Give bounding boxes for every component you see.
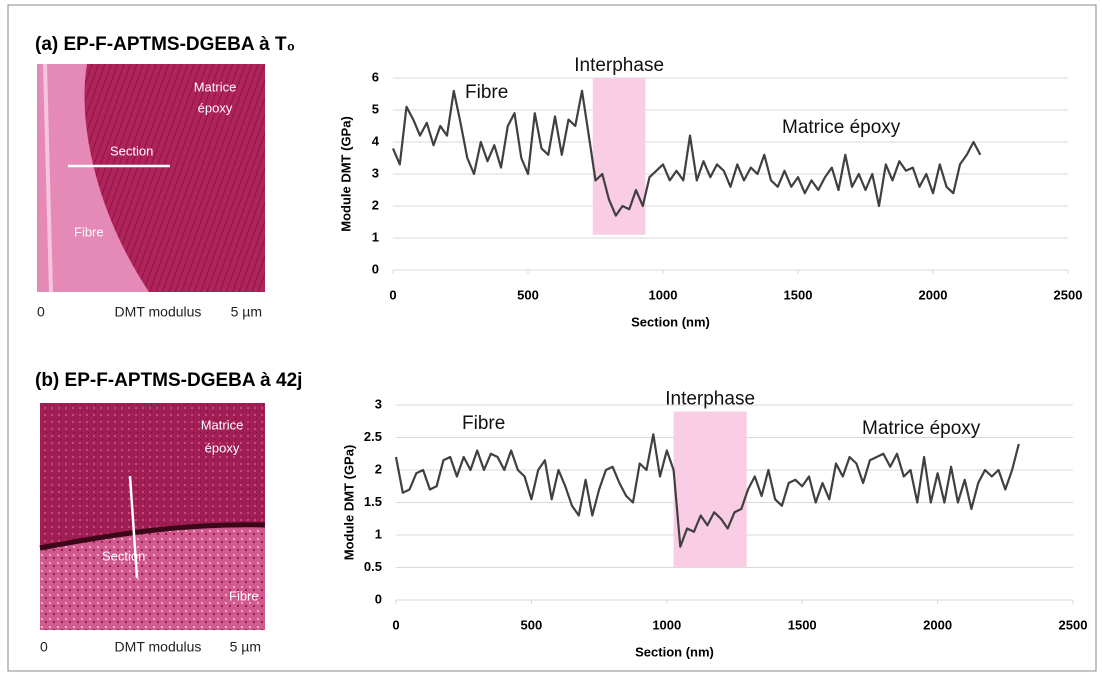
scale-label: 0 <box>37 304 45 320</box>
y-axis-title: Module DMT (GPa) <box>341 445 356 561</box>
image-label: Section <box>102 548 145 563</box>
image-label: époxy <box>198 100 233 115</box>
y-tick-label: 1.5 <box>364 494 382 509</box>
image-label: Section <box>110 143 153 158</box>
interphase-band <box>592 78 646 235</box>
y-tick-label: 2.5 <box>364 429 382 444</box>
annotation: Fibre <box>465 82 508 103</box>
x-tick-label: 0 <box>389 287 396 302</box>
y-tick-label: 5 <box>372 101 379 116</box>
y-tick-label: 0 <box>372 261 379 276</box>
y-tick-label: 6 <box>372 69 379 84</box>
scale-label: 0 <box>40 639 48 655</box>
image-label: époxy <box>205 440 240 455</box>
y-tick-label: 3 <box>375 396 382 411</box>
y-tick-label: 0 <box>375 591 382 606</box>
interphase-band <box>673 411 747 568</box>
image-label: Fibre <box>74 224 104 239</box>
x-tick-label: 1000 <box>652 617 681 632</box>
x-tick-label: 500 <box>521 617 543 632</box>
annotation: Fibre <box>462 413 505 434</box>
interphase-label: Interphase <box>665 389 755 410</box>
x-axis-title: Section (nm) <box>631 314 710 329</box>
x-tick-label: 0 <box>392 617 399 632</box>
x-tick-label: 2500 <box>1059 617 1088 632</box>
scale-label: DMT modulus <box>115 639 202 655</box>
x-tick-label: 1500 <box>788 617 817 632</box>
section-line <box>128 475 139 579</box>
annotation: Matrice époxy <box>862 418 981 439</box>
x-tick-label: 1000 <box>649 287 678 302</box>
afm-edge <box>43 63 53 293</box>
image-label: Fibre <box>229 588 259 603</box>
y-tick-label: 0.5 <box>364 559 382 574</box>
y-tick-label: 1 <box>372 229 379 244</box>
scale-label: DMT modulus <box>115 304 202 320</box>
x-tick-label: 1500 <box>784 287 813 302</box>
y-tick-label: 3 <box>372 165 379 180</box>
x-tick-label: 2000 <box>919 287 948 302</box>
image-label: Matrice <box>201 417 244 432</box>
panel-title: (a) EP-F-APTMS-DGEBA à T₀ <box>35 34 295 55</box>
data-line <box>394 433 1020 548</box>
annotation: Matrice époxy <box>782 117 901 138</box>
data-line <box>391 89 982 217</box>
afm-fibre <box>37 64 149 292</box>
y-tick-label: 2 <box>372 197 379 212</box>
afm-fibre <box>40 524 265 630</box>
x-axis-title: Section (nm) <box>635 644 714 659</box>
x-tick-label: 500 <box>517 287 539 302</box>
y-tick-label: 2 <box>375 461 382 476</box>
image-label: Matrice <box>194 79 237 94</box>
interphase-label: Interphase <box>574 55 664 76</box>
x-tick-label: 2000 <box>923 617 952 632</box>
x-tick-label: 2500 <box>1054 287 1083 302</box>
panel-title: (b) EP-F-APTMS-DGEBA à 42j <box>35 370 302 391</box>
y-tick-label: 1 <box>375 526 382 541</box>
scale-label: 5 µm <box>230 639 261 655</box>
scale-label: 5 µm <box>231 304 262 320</box>
y-tick-label: 4 <box>372 133 380 148</box>
afm-boundary <box>39 522 266 551</box>
y-axis-title: Module DMT (GPa) <box>338 116 353 232</box>
